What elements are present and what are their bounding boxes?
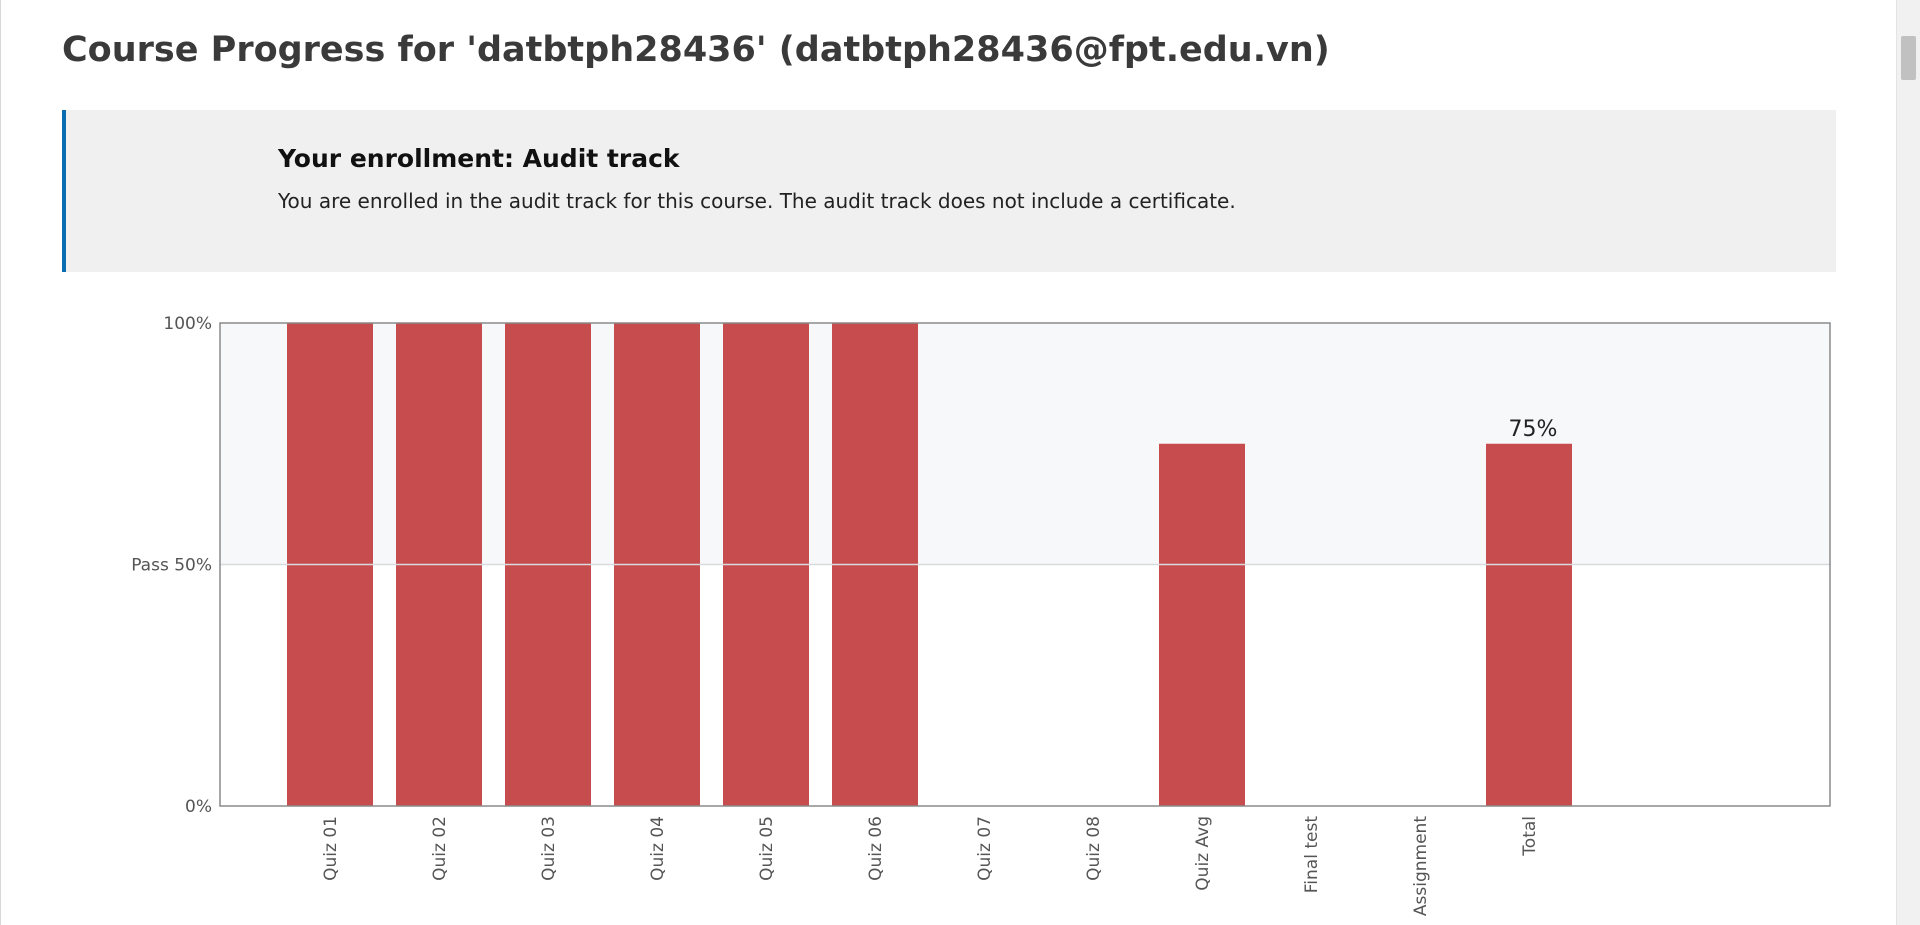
enrollment-message: You are enrolled in the audit track for …	[278, 189, 1236, 213]
x-tick-label-quiz-01: Quiz 01	[321, 816, 341, 881]
x-tick-label-quiz-06: Quiz 06	[866, 816, 886, 881]
enrollment-notice: Your enrollment: Audit track You are enr…	[62, 110, 1836, 272]
bar-quiz-avg	[1159, 443, 1245, 806]
x-tick-label-quiz-04: Quiz 04	[648, 816, 668, 881]
x-tick-label-quiz-avg: Quiz Avg	[1193, 816, 1213, 891]
x-tick-label-quiz-08: Quiz 08	[1084, 816, 1104, 881]
x-tick-label-quiz-03: Quiz 03	[539, 816, 559, 881]
y-tick-label-0-: 0%	[185, 797, 212, 817]
enrollment-heading: Your enrollment: Audit track	[278, 144, 680, 173]
x-tick-label-quiz-05: Quiz 05	[757, 816, 777, 881]
page-title: Course Progress for 'datbtph28436' (datb…	[62, 30, 1330, 70]
x-tick-label-total: Total	[1520, 816, 1540, 857]
y-tick-label-100-: 100%	[163, 314, 212, 334]
scrollbar-thumb[interactable]	[1901, 36, 1916, 80]
bar-total	[1486, 443, 1572, 806]
x-tick-label-quiz-07: Quiz 07	[975, 816, 995, 881]
x-tick-label-final-test: Final test	[1302, 816, 1322, 894]
plot-frame	[219, 322, 1831, 807]
vertical-scrollbar[interactable]	[1896, 0, 1920, 925]
data-label-total: 75%	[1509, 417, 1558, 442]
x-tick-label-assignment: Assignment	[1411, 816, 1431, 916]
y-tick-label-pass-50-: Pass 50%	[131, 556, 212, 576]
x-tick-label-quiz-02: Quiz 02	[430, 816, 450, 881]
